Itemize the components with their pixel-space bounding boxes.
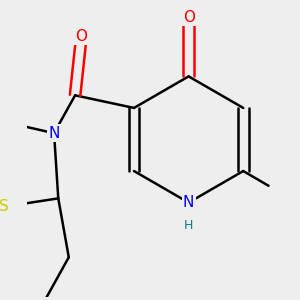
Text: O: O bbox=[183, 10, 195, 25]
Text: N: N bbox=[183, 195, 194, 210]
Text: H: H bbox=[184, 219, 193, 232]
Text: O: O bbox=[75, 29, 87, 44]
Text: S: S bbox=[0, 199, 8, 214]
Text: N: N bbox=[48, 126, 60, 141]
